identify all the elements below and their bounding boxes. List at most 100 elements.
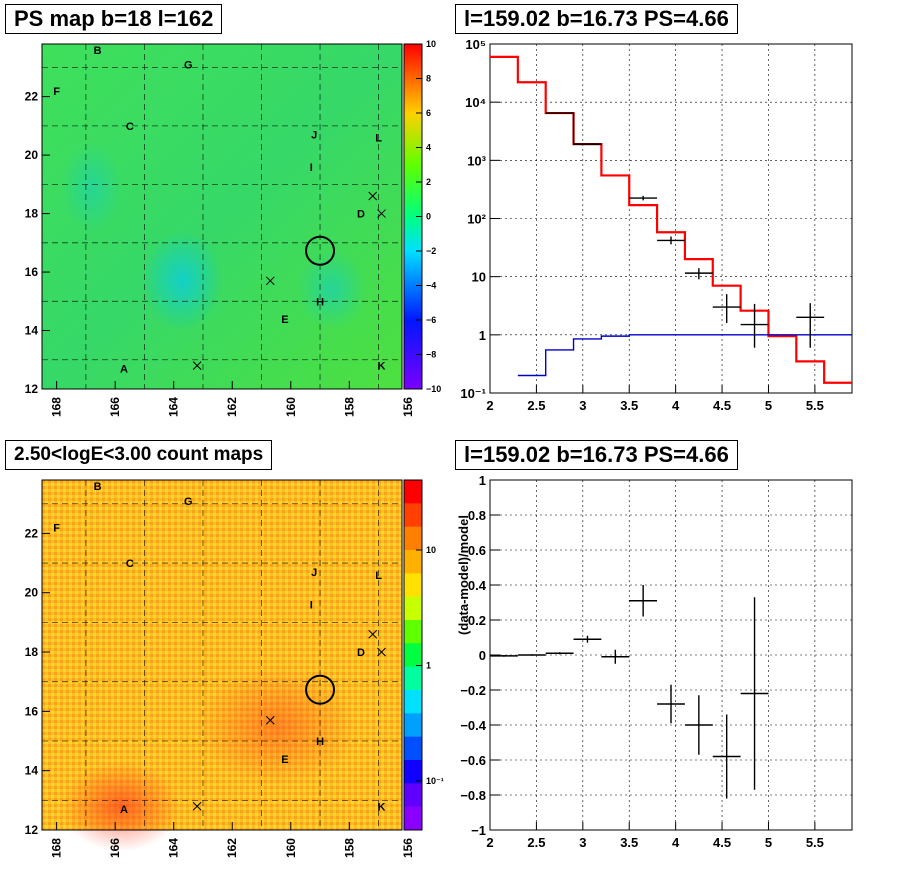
x-tick-label: 4.5: [713, 835, 731, 850]
x-tick-label: 160: [284, 838, 298, 858]
x-tick-label: 168: [50, 397, 64, 417]
x-tick-label: 3: [579, 835, 586, 850]
colorbar-tick-label: 10⁻¹: [426, 776, 444, 786]
count-map-title: 2.50<logE<3.00 count maps: [5, 440, 273, 470]
ps-map-low-region: [61, 142, 122, 233]
ps-map-low-region: [296, 249, 367, 330]
region-label-A: A: [120, 804, 128, 816]
x-tick-label: 166: [108, 838, 122, 858]
x-tick-label: 2: [486, 835, 493, 850]
y-tick-label: −0.4: [460, 718, 486, 733]
y-tick-label: 10⁻¹: [460, 386, 486, 401]
source-cross-marker: [368, 191, 378, 201]
region-label-B: B: [94, 45, 102, 57]
region-label-D: D: [357, 209, 365, 221]
colorbar-tick-label: −4: [426, 281, 436, 291]
x-tick-label: 4.5: [713, 398, 731, 413]
colorbar-band: [404, 713, 422, 738]
y-tick-label: 18: [25, 207, 39, 221]
region-label-B: B: [94, 481, 102, 493]
y-tick-label: 14: [25, 324, 39, 338]
region-label-E: E: [281, 754, 288, 766]
y-tick-label: 10³: [467, 153, 486, 168]
y-tick-label: −1: [471, 823, 486, 838]
y-tick-label: 0.6: [468, 543, 486, 558]
ps-map-title: PS map b=18 l=162: [5, 4, 223, 34]
colorbar-frame: [403, 43, 423, 390]
y-tick-label: 0: [479, 648, 486, 663]
region-label-F: F: [53, 86, 60, 98]
map-frame: [41, 43, 403, 390]
spectrum-series-0: [490, 55, 852, 384]
x-tick-label: 2: [486, 398, 493, 413]
x-tick-label: 5: [765, 398, 772, 413]
colorbar-band: [404, 596, 422, 621]
source-cross-marker: [192, 801, 202, 811]
colorbar-frame: [403, 479, 423, 831]
colorbar-tick-label: 6: [426, 108, 431, 118]
x-tick-label: 160: [284, 397, 298, 417]
x-tick-label: 5.5: [806, 398, 824, 413]
x-tick-label: 3.5: [620, 398, 638, 413]
y-tick-label: 1: [479, 328, 486, 343]
count-map-hot-region: [61, 761, 182, 852]
y-tick-label: 22: [25, 526, 39, 540]
x-tick-label: 2.5: [527, 835, 545, 850]
source-cross-marker: [265, 715, 275, 725]
colorbar-band: [404, 736, 422, 761]
source-cross-marker: [377, 647, 386, 657]
colorbar-tick-label: −2: [426, 246, 436, 256]
source-cross-marker: [192, 361, 202, 370]
x-tick-label: 162: [225, 838, 239, 858]
source-cross-marker: [368, 629, 378, 639]
colorbar-tick-label: 8: [426, 74, 431, 84]
y-tick-label: −0.8: [460, 788, 486, 803]
region-label-I: I: [310, 162, 313, 174]
y-tick-label: 18: [25, 645, 39, 659]
y-tick-label: 0.8: [468, 508, 486, 523]
y-tick-label: 16: [25, 265, 39, 279]
colorbar-band: [404, 503, 422, 528]
y-tick-label: 16: [25, 704, 39, 718]
y-tick-label: 14: [25, 764, 39, 778]
region-label-E: E: [281, 314, 288, 326]
residual-y-axis-label: (data-model)/model: [456, 515, 471, 635]
x-tick-label: 4: [672, 835, 680, 850]
residual-title: l=159.02 b=16.73 PS=4.66: [455, 440, 738, 470]
ps-map-low-region: [142, 230, 223, 331]
colorbar-tick-label: 0: [426, 212, 431, 222]
x-tick-label: 158: [342, 838, 356, 858]
region-label-G: G: [184, 59, 193, 71]
colorbar-band: [404, 573, 422, 598]
y-tick-label: 10²: [467, 212, 486, 227]
colorbar-band: [404, 620, 422, 644]
x-tick-label: 5: [765, 835, 772, 850]
source-cross-marker: [265, 276, 275, 286]
region-label-D: D: [357, 647, 365, 659]
x-tick-label: 164: [167, 838, 181, 858]
region-label-J: J: [311, 130, 317, 142]
colorbar-tick-label: −10: [426, 384, 441, 394]
x-tick-label: 166: [108, 397, 122, 417]
colorbar-band: [404, 526, 422, 551]
y-tick-label: 10⁴: [465, 95, 486, 110]
region-label-J: J: [311, 567, 317, 579]
y-tick-label: 20: [25, 586, 39, 600]
y-tick-label: 0.2: [468, 613, 486, 628]
colorbar: [404, 44, 422, 389]
y-tick-label: −0.2: [460, 683, 486, 698]
y-tick-label: 22: [25, 90, 39, 104]
colorbar-tick-label: 4: [426, 143, 431, 153]
spectrum-title: l=159.02 b=16.73 PS=4.66: [455, 4, 738, 34]
colorbar-band: [404, 666, 422, 691]
region-label-L: L: [375, 133, 382, 145]
x-tick-label: 156: [401, 397, 415, 417]
colorbar-band: [404, 643, 422, 668]
x-tick-label: 162: [225, 397, 239, 417]
x-tick-label: 5.5: [806, 835, 824, 850]
region-label-F: F: [53, 522, 60, 534]
x-tick-label: 164: [167, 397, 181, 417]
count-map-hot-region: [196, 666, 357, 787]
x-tick-label: 2.5: [527, 398, 545, 413]
